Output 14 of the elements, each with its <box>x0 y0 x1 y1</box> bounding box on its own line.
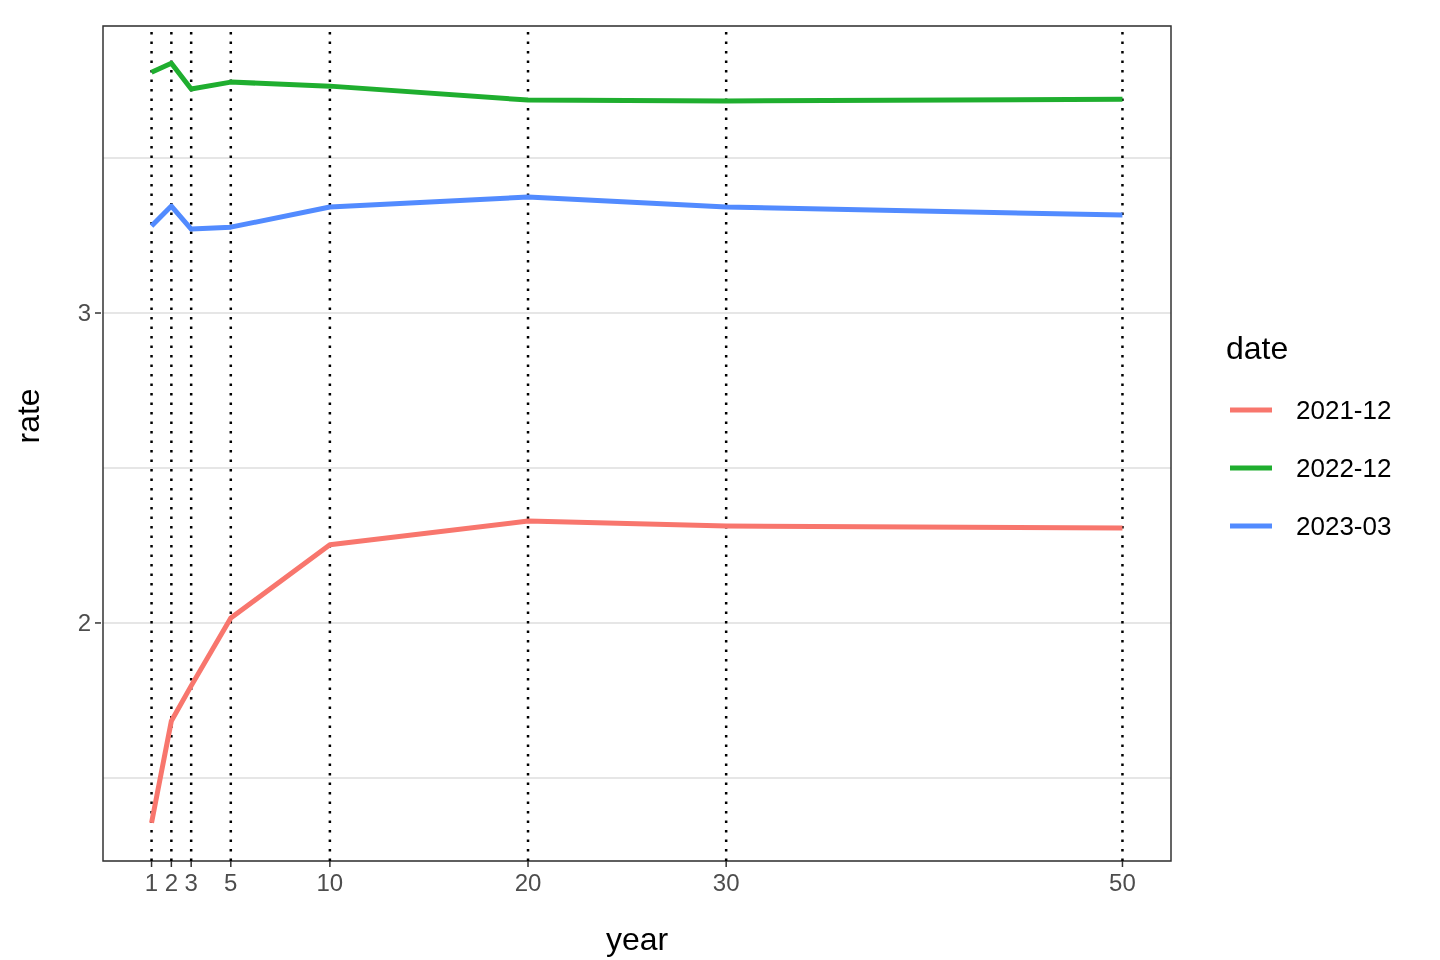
legend-title: date <box>1226 330 1290 367</box>
y-axis-title: rate <box>10 388 47 444</box>
x-tick-label: 10 <box>316 869 344 896</box>
x-tick-label: 30 <box>712 869 740 896</box>
x-tick-label: 1 <box>144 869 159 896</box>
x-tick-label: 20 <box>514 869 542 896</box>
x-tick-label: 50 <box>1109 869 1136 896</box>
legend-label: 2023-03 <box>1296 510 1392 542</box>
x-tick-label: 3 <box>184 869 198 896</box>
legend-label: 2021-12 <box>1296 394 1392 426</box>
x-tick-label: 2 <box>164 869 179 896</box>
x-axis-title: year <box>605 921 669 957</box>
legend-label: 2022-12 <box>1296 452 1392 484</box>
x-tick-label: 5 <box>224 869 238 896</box>
